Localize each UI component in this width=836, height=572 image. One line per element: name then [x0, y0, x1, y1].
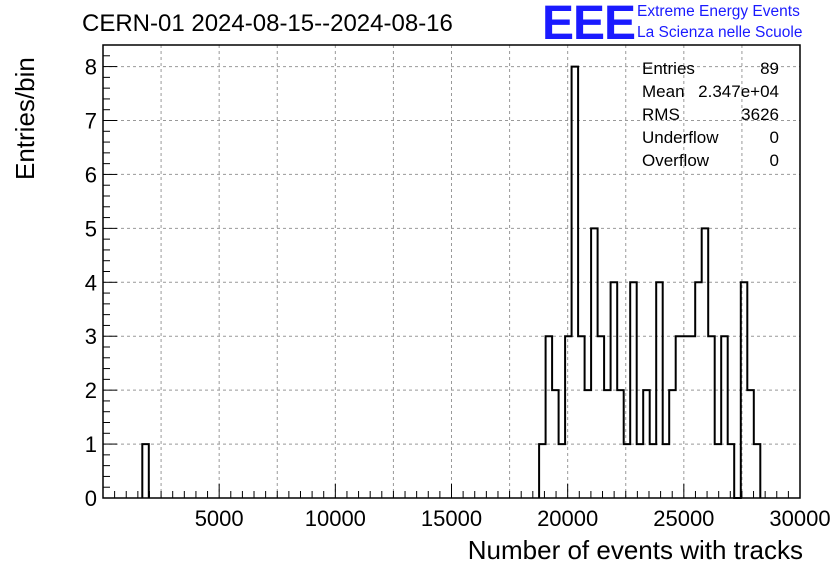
y-axis-label-wrap: Entries/bin [6, 57, 40, 180]
y-axis-label: Entries/bin [10, 57, 40, 180]
stats-row-underflow: Underflow 0 [642, 128, 779, 148]
x-tick-label: 25000 [653, 506, 714, 531]
logo-line-1: Extreme Energy Events [637, 3, 800, 20]
y-tick-label: 6 [85, 162, 97, 187]
y-tick-label: 7 [85, 109, 97, 134]
x-tick-label: 30000 [769, 506, 830, 531]
stats-label: Entries [642, 59, 695, 78]
eee-logo: EEE [542, 0, 636, 50]
stats-value: 0 [769, 151, 779, 170]
x-tick-label: 10000 [305, 506, 366, 531]
stats-value: 2.347e+04 [698, 82, 779, 101]
y-tick-labels: 0 1 2 3 4 5 6 7 8 [85, 55, 97, 511]
x-tick-label: 20000 [537, 506, 598, 531]
y-tick-label: 4 [85, 270, 97, 295]
stats-label: Overflow [642, 151, 710, 170]
logo-line-2: La Scienza nelle Scuole [637, 24, 803, 41]
stats-label: Mean [642, 82, 685, 101]
stats-row-mean: Mean 2.347e+04 [642, 82, 779, 102]
x-tick-label: 5000 [195, 506, 244, 531]
chart-title: CERN-01 2024-08-15--2024-08-16 [82, 10, 453, 37]
stats-row-overflow: Overflow 0 [642, 151, 779, 171]
x-tick-label: 15000 [421, 506, 482, 531]
stats-row-entries: Entries 89 [642, 59, 779, 79]
histogram-outline [141, 65, 762, 499]
stats-value: 3626 [741, 105, 779, 124]
y-tick-label: 0 [85, 486, 97, 511]
stats-row-rms: RMS 3626 [642, 105, 779, 125]
y-tick-label: 1 [85, 432, 97, 457]
y-tick-label: 3 [85, 324, 97, 349]
y-tick-label: 8 [85, 55, 97, 80]
grid-lines [103, 45, 800, 498]
stats-value: 89 [760, 59, 779, 78]
axis-ticks [103, 55, 789, 498]
y-tick-label: 5 [85, 216, 97, 241]
stats-value: 0 [769, 128, 779, 147]
x-tick-labels: 5000 10000 15000 20000 25000 30000 [195, 506, 831, 531]
x-axis-label: Number of events with tracks [467, 535, 803, 565]
stats-label: RMS [642, 105, 680, 124]
stats-label: Underflow [642, 128, 719, 147]
y-tick-label: 2 [85, 378, 97, 403]
